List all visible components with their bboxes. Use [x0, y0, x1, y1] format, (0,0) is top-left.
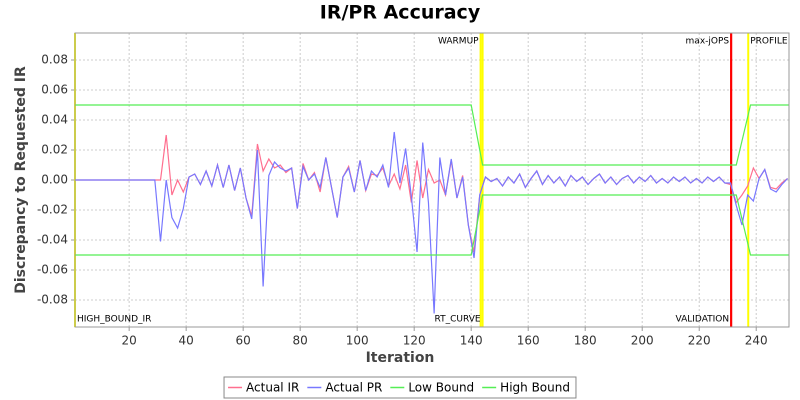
- y-tick-label: -0.06: [37, 263, 68, 277]
- y-tick-label: 0.00: [41, 173, 68, 187]
- marker-label: HIGH_BOUND_IR: [77, 315, 151, 325]
- y-tick-label: -0.08: [37, 293, 68, 307]
- legend-label: Actual PR: [325, 381, 382, 395]
- legend-label: Actual IR: [246, 381, 299, 395]
- x-tick-label: 160: [517, 334, 540, 348]
- x-tick-label: 40: [179, 334, 194, 348]
- y-tick-label: 0.02: [41, 143, 68, 157]
- y-tick-label: -0.02: [37, 203, 68, 217]
- x-tick-label: 240: [745, 334, 768, 348]
- plot-border: [74, 32, 790, 328]
- y-tick-label: 0.06: [41, 83, 68, 97]
- series-line: [75, 104, 789, 166]
- chart-title: IR/PR Accuracy: [320, 2, 481, 24]
- x-tick-label: 140: [460, 334, 483, 348]
- marker-label: WARMUP: [438, 37, 479, 47]
- legend: Actual IR Actual PR Low Bound High Bound: [223, 376, 577, 399]
- legend-label: High Bound: [500, 381, 570, 395]
- x-tick-label: 100: [346, 334, 369, 348]
- x-tick-label: 180: [574, 334, 597, 348]
- x-tick-label: 80: [293, 334, 308, 348]
- x-axis-title: Iteration: [366, 350, 435, 366]
- y-tick-label: 0.08: [41, 53, 68, 67]
- x-tick-label: 60: [236, 334, 251, 348]
- y-tick-label: -0.04: [37, 233, 68, 247]
- x-tick-label: 200: [631, 334, 654, 348]
- labels: -0.08 -0.06 -0.04 -0.02 0.00 0.02 0.04 0.06 0.08…: [37, 37, 788, 348]
- series-line: [75, 194, 789, 256]
- marker-label: RT_CURVE: [435, 315, 481, 325]
- marker-label: PROFILE: [750, 37, 788, 47]
- legend-label: Low Bound: [408, 381, 474, 395]
- series-lines: [75, 104, 789, 314]
- y-axis-title: Discrepancy to Requested IR: [13, 66, 29, 294]
- y-tick-label: 0.04: [41, 113, 68, 127]
- x-tick-label: 20: [122, 334, 137, 348]
- x-tick-label: 120: [403, 334, 426, 348]
- x-tick-label: 220: [688, 334, 711, 348]
- marker-label: VALIDATION: [676, 315, 730, 325]
- series-line: [75, 131, 789, 314]
- grid: [71, 33, 789, 331]
- marker-label: max-jOPS: [686, 37, 730, 47]
